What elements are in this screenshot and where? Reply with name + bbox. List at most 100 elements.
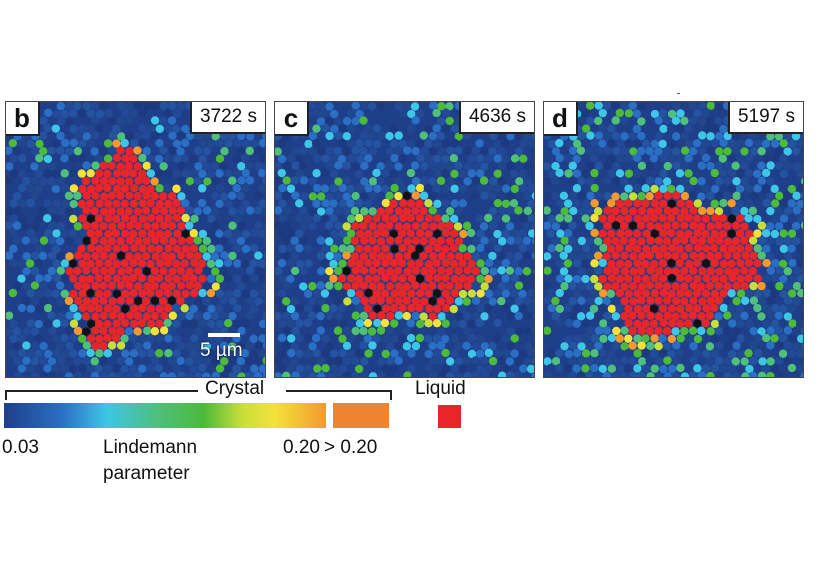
particle <box>523 311 532 320</box>
particle <box>429 102 438 110</box>
particle <box>116 327 125 336</box>
particle <box>185 341 195 351</box>
particle <box>497 296 506 306</box>
particle <box>21 236 30 245</box>
particle <box>497 342 506 351</box>
particle <box>91 176 100 185</box>
particle <box>706 251 715 261</box>
particle <box>666 154 676 164</box>
particle <box>189 304 198 314</box>
particle <box>623 198 633 208</box>
particle <box>510 154 520 163</box>
particle <box>564 334 573 344</box>
particle <box>675 304 685 313</box>
particle <box>333 236 342 246</box>
particle <box>385 221 394 230</box>
particle <box>488 311 497 321</box>
particle <box>86 184 96 194</box>
particle <box>680 297 689 306</box>
particle <box>43 333 52 343</box>
particle <box>134 221 143 231</box>
particle <box>108 116 117 126</box>
particle <box>428 131 438 141</box>
particle <box>411 206 420 216</box>
particle <box>95 334 104 344</box>
particle <box>632 244 642 253</box>
particle <box>316 356 326 366</box>
particle <box>403 251 412 261</box>
particle <box>112 169 122 178</box>
particle <box>598 229 607 238</box>
particle <box>154 363 164 373</box>
particle <box>654 371 664 377</box>
particle <box>377 357 386 366</box>
particle <box>527 183 534 193</box>
particle <box>667 304 677 313</box>
particle <box>329 289 338 299</box>
particle <box>78 154 87 163</box>
particle <box>697 342 706 351</box>
particle <box>783 176 792 185</box>
particle <box>320 244 330 253</box>
particle <box>783 191 792 200</box>
particle <box>172 109 182 118</box>
particle <box>307 236 317 246</box>
particle <box>727 139 737 148</box>
particle <box>466 364 476 374</box>
particle <box>564 169 573 178</box>
particle <box>766 146 775 155</box>
particle <box>428 206 437 215</box>
particle <box>472 252 481 261</box>
particle <box>73 371 83 377</box>
particle <box>241 363 251 373</box>
particle <box>203 326 212 335</box>
particle <box>744 199 753 208</box>
particle <box>232 244 242 254</box>
particle <box>290 342 300 351</box>
particle <box>215 139 224 148</box>
particle <box>381 168 390 178</box>
particle <box>714 191 724 201</box>
particle <box>394 102 404 111</box>
particle <box>232 154 241 164</box>
particle <box>236 236 246 246</box>
particle <box>91 161 100 170</box>
particle <box>645 161 655 171</box>
particle <box>90 147 99 156</box>
particle <box>146 154 155 164</box>
particle <box>73 357 82 366</box>
particle <box>671 191 681 200</box>
particle <box>685 259 694 269</box>
particle <box>185 281 194 290</box>
panel-c: c 4636 s <box>274 101 535 378</box>
particle <box>219 341 229 351</box>
particle <box>402 191 412 200</box>
particle <box>299 146 308 155</box>
particle <box>779 229 788 238</box>
particle <box>377 146 386 156</box>
particle <box>501 154 510 164</box>
particle <box>385 161 394 170</box>
particle <box>719 138 728 148</box>
particle <box>202 206 212 215</box>
particle <box>723 282 732 291</box>
particle <box>416 154 425 163</box>
particle <box>211 207 220 216</box>
particle <box>245 311 254 320</box>
particle <box>338 259 347 268</box>
particle <box>449 229 459 238</box>
particle <box>34 169 44 178</box>
particle <box>129 214 138 224</box>
particle <box>420 117 429 126</box>
particle <box>492 214 502 223</box>
particle <box>325 146 334 155</box>
particle <box>489 267 498 276</box>
particle <box>159 236 169 245</box>
particle <box>598 199 608 209</box>
particle <box>620 251 629 260</box>
particle <box>544 236 551 245</box>
particle <box>480 236 489 245</box>
particle <box>324 221 334 230</box>
particle <box>48 192 57 201</box>
particle <box>471 326 480 335</box>
